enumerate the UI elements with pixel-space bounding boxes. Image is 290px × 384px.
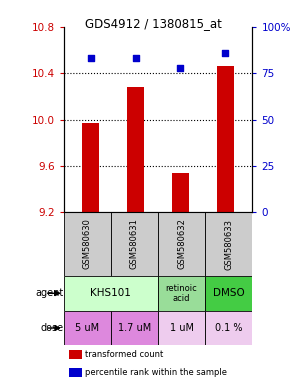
Text: GSM580631: GSM580631 [130,218,139,270]
Bar [70,349,82,359]
Text: dose: dose [41,323,64,333]
Bar [127,87,144,212]
Text: 0.1 %: 0.1 % [215,323,242,333]
Text: GSM580632: GSM580632 [177,218,186,270]
Text: GSM580633: GSM580633 [224,218,233,270]
Text: agent: agent [36,288,64,298]
Bar [64,311,111,346]
Text: 1 uM: 1 uM [170,323,194,333]
Bar [158,276,205,311]
Text: transformed count: transformed count [85,350,163,359]
Point [88,55,93,61]
Text: GDS4912 / 1380815_at: GDS4912 / 1380815_at [85,17,222,30]
Bar [158,311,205,346]
Text: retinoic
acid: retinoic acid [166,284,197,303]
Text: 1.7 uM: 1.7 uM [118,323,151,333]
Bar [158,212,205,276]
Point [178,65,183,71]
Bar [205,311,252,346]
Bar [217,66,234,212]
Bar [70,367,82,377]
Text: GSM580630: GSM580630 [83,218,92,270]
Bar [64,276,158,311]
Bar [82,123,99,212]
Text: percentile rank within the sample: percentile rank within the sample [85,368,226,377]
Text: DMSO: DMSO [213,288,244,298]
Point [133,55,138,61]
Bar [205,212,252,276]
Bar [64,212,111,276]
Point [223,50,228,56]
Bar [172,173,189,212]
Bar [111,311,158,346]
Bar [205,276,252,311]
Text: 5 uM: 5 uM [75,323,99,333]
Text: KHS101: KHS101 [90,288,131,298]
Bar [111,212,158,276]
